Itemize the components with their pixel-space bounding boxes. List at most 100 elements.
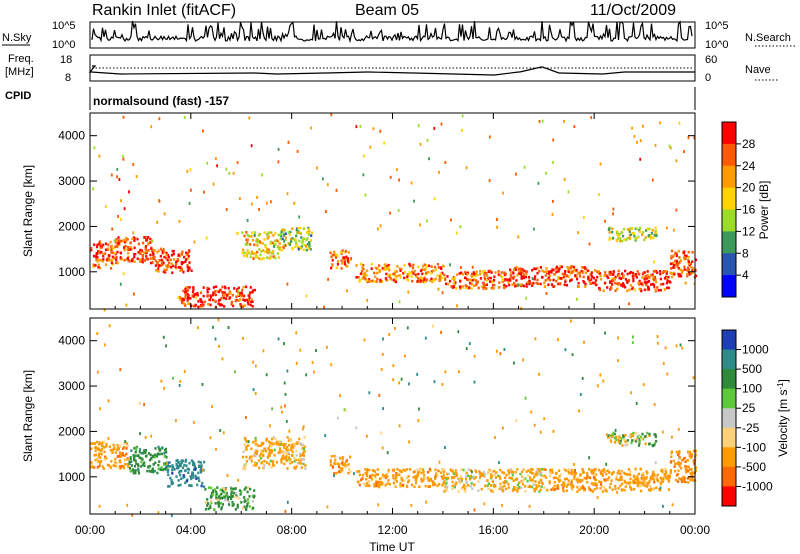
heatmap-cell [224, 286, 227, 290]
heatmap-cell [315, 349, 317, 352]
heatmap-cell [249, 286, 252, 289]
heatmap-cell [529, 476, 532, 479]
heatmap-cell [166, 268, 169, 271]
heatmap-cell [202, 129, 204, 133]
heatmap-cell [619, 470, 622, 474]
heatmap-cell [675, 263, 678, 266]
heatmap-cell [681, 346, 684, 350]
heatmap-cell [141, 260, 144, 264]
heatmap-cell [653, 441, 657, 445]
heatmap-cell [252, 440, 255, 444]
heatmap-cell [178, 295, 181, 299]
heatmap-cell [687, 268, 691, 271]
heatmap-cell [158, 259, 161, 262]
heatmap-cell [270, 445, 273, 448]
heatmap-cell [669, 469, 672, 472]
heatmap-cell [469, 477, 472, 481]
heatmap-cell [434, 265, 437, 269]
heatmap-cell [475, 270, 478, 274]
heatmap-cell [239, 197, 241, 201]
heatmap-cell [226, 474, 229, 477]
heatmap-cell [640, 435, 643, 439]
heatmap-cell [521, 268, 524, 271]
heatmap-cell [445, 481, 448, 485]
heatmap-cell [607, 436, 610, 439]
heatmap-cell [594, 468, 597, 472]
heatmap-cell [202, 286, 205, 289]
heatmap-cell [93, 146, 96, 150]
heatmap-cell [187, 254, 190, 258]
heatmap-cell [186, 289, 190, 292]
heatmap-cell [157, 445, 160, 449]
heatmap-cell [183, 255, 186, 259]
heatmap-cell [561, 276, 564, 280]
heatmap-cell [215, 496, 218, 500]
heatmap-cell [184, 258, 188, 261]
heatmap-cell [178, 266, 182, 269]
heatmap-cell [413, 470, 416, 473]
heatmap-cell [543, 474, 546, 478]
heatmap-cell [624, 433, 627, 437]
heatmap-cell [335, 188, 338, 192]
heatmap-cell [500, 276, 504, 279]
heatmap-cell [629, 470, 632, 474]
heatmap-cell [346, 289, 348, 293]
heatmap-cell [116, 175, 118, 179]
heatmap-cell [149, 237, 152, 241]
heatmap-cell [246, 498, 250, 501]
heatmap-cell [541, 119, 544, 123]
heatmap-cell [666, 279, 669, 282]
heatmap-cell [644, 236, 647, 239]
heatmap-cell [114, 240, 117, 244]
heatmap-cell [599, 373, 602, 377]
heatmap-cell [473, 284, 476, 288]
heatmap-cell [528, 282, 531, 286]
heatmap-cell [680, 274, 683, 278]
heatmap-cell [586, 476, 589, 479]
heatmap-cell [151, 248, 154, 252]
heatmap-cell [132, 231, 135, 235]
heatmap-cell [432, 480, 435, 484]
heatmap-cell [531, 284, 534, 287]
heatmap-cell [684, 465, 687, 468]
heatmap-cell [477, 286, 480, 290]
heatmap-cell [211, 405, 213, 409]
heatmap-cell [465, 485, 468, 488]
heatmap-cell [278, 443, 281, 447]
heatmap-cell [534, 275, 537, 278]
heatmap-cell [547, 283, 550, 287]
heatmap-cell [461, 285, 464, 288]
heatmap-cell [624, 443, 627, 447]
heatmap-cell [563, 177, 566, 181]
heatmap-cell [250, 457, 253, 461]
heatmap-cell [687, 250, 690, 254]
heatmap-cell [210, 499, 213, 503]
heatmap-cell [177, 464, 180, 468]
heatmap-cell [552, 285, 555, 288]
heatmap-cell [538, 479, 541, 482]
heatmap-cell [484, 484, 487, 488]
heatmap-cell [403, 479, 406, 482]
heatmap-cell [180, 477, 183, 480]
heatmap-cell [488, 135, 491, 139]
heatmap-cell [236, 288, 239, 291]
heatmap-cell [159, 264, 162, 267]
heatmap-cell [630, 391, 632, 395]
heatmap-cell [294, 241, 297, 244]
heatmap-cell [125, 452, 128, 456]
heatmap-cell [247, 299, 250, 302]
heatmap-cell [116, 448, 119, 452]
heatmap-cell [585, 477, 588, 480]
heatmap-cell [386, 482, 389, 485]
heatmap-cell [669, 471, 672, 474]
heatmap-cell [646, 431, 649, 435]
heatmap-cell [608, 486, 611, 489]
heatmap-cell [652, 470, 655, 474]
heatmap-cell [150, 470, 153, 473]
heatmap-cell [107, 243, 110, 247]
heatmap-cell [541, 475, 544, 478]
heatmap-cell [643, 484, 646, 487]
heatmap-cell [288, 429, 291, 433]
heatmap-cell [407, 274, 410, 277]
heatmap-cell [119, 368, 122, 372]
